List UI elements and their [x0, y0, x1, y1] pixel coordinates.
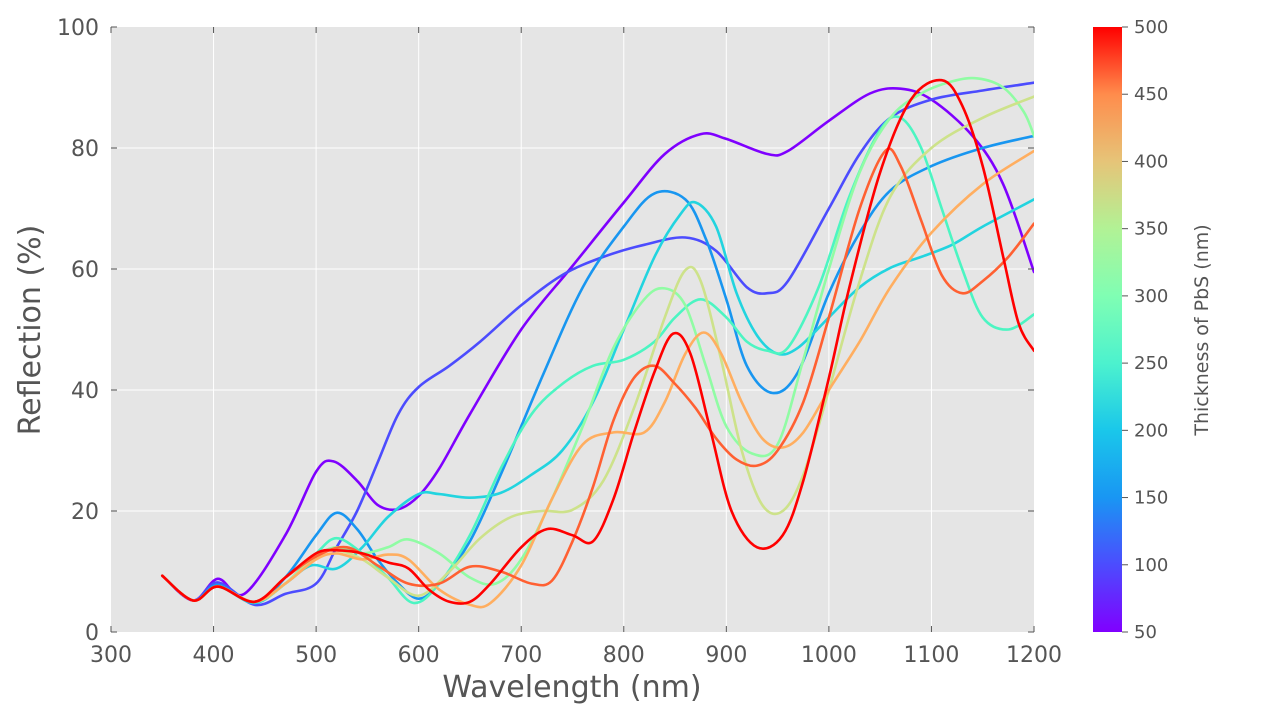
- axis-ticks: [110, 26, 1035, 633]
- x-tick-label: 700: [500, 643, 542, 668]
- series-line-200nm: [161, 198, 1034, 605]
- colorbar-tick-label: 400: [1134, 151, 1168, 172]
- series-line-500nm: [161, 78, 1034, 605]
- colorbar-tick-label: 150: [1134, 488, 1168, 509]
- colorbar-tick-label: 200: [1134, 420, 1168, 441]
- x-tick-labels: 300 400 500 600 700 800 900 1000 1100 1200: [90, 643, 1062, 668]
- series-line-450nm: [161, 147, 1034, 604]
- y-tick-label: 40: [71, 379, 99, 404]
- x-tick-label: 300: [90, 643, 132, 668]
- series-line-400nm: [161, 149, 1034, 609]
- x-tick-label: 400: [193, 643, 235, 668]
- colorbar-tick-label: 350: [1134, 219, 1168, 240]
- series-layer: [161, 76, 1034, 609]
- x-tick-label: 900: [705, 643, 747, 668]
- series-line-250nm: [161, 115, 1034, 605]
- y-tick-label: 60: [71, 258, 99, 283]
- x-tick-label: 1200: [1006, 643, 1062, 668]
- x-tick-label: 600: [398, 643, 440, 668]
- y-axis-label: Reflection (%): [13, 225, 48, 436]
- colorbar-tick-label: 500: [1134, 17, 1168, 38]
- series-line-100nm: [161, 81, 1034, 607]
- colorbar-tick-label: 100: [1134, 555, 1168, 576]
- colorbar-tick-label: 300: [1134, 286, 1168, 307]
- colorbar-label: Thickness of PbS (nm): [1191, 224, 1213, 436]
- series-line-50nm: [161, 86, 1034, 602]
- x-tick-label: 500: [295, 643, 337, 668]
- colorbar-tick-label: 250: [1134, 353, 1168, 374]
- y-tick-label: 0: [85, 621, 99, 646]
- colorbar-tick-label: 450: [1134, 84, 1168, 105]
- x-tick-label: 800: [603, 643, 645, 668]
- series-line-150nm: [161, 134, 1034, 605]
- colorbar-tick-label: 50: [1134, 622, 1157, 643]
- colorbar: [1093, 27, 1122, 632]
- colorbar-ticks: 50 100 150 200 250 300 350 400 450 500: [1122, 17, 1168, 643]
- y-tick-label: 100: [57, 16, 99, 41]
- y-tick-labels: 0 20 40 60 80 100: [57, 16, 99, 646]
- x-tick-label: 1100: [903, 643, 959, 668]
- y-tick-label: 20: [71, 500, 99, 525]
- x-tick-label: 1000: [801, 643, 857, 668]
- y-tick-label: 80: [71, 137, 99, 162]
- x-axis-label: Wavelength (nm): [442, 670, 701, 705]
